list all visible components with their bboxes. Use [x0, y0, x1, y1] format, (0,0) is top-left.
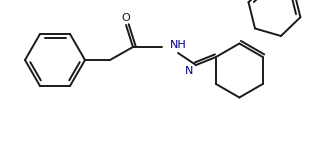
Text: N: N	[185, 66, 193, 76]
Text: NH: NH	[170, 40, 187, 50]
Text: O: O	[122, 13, 130, 23]
